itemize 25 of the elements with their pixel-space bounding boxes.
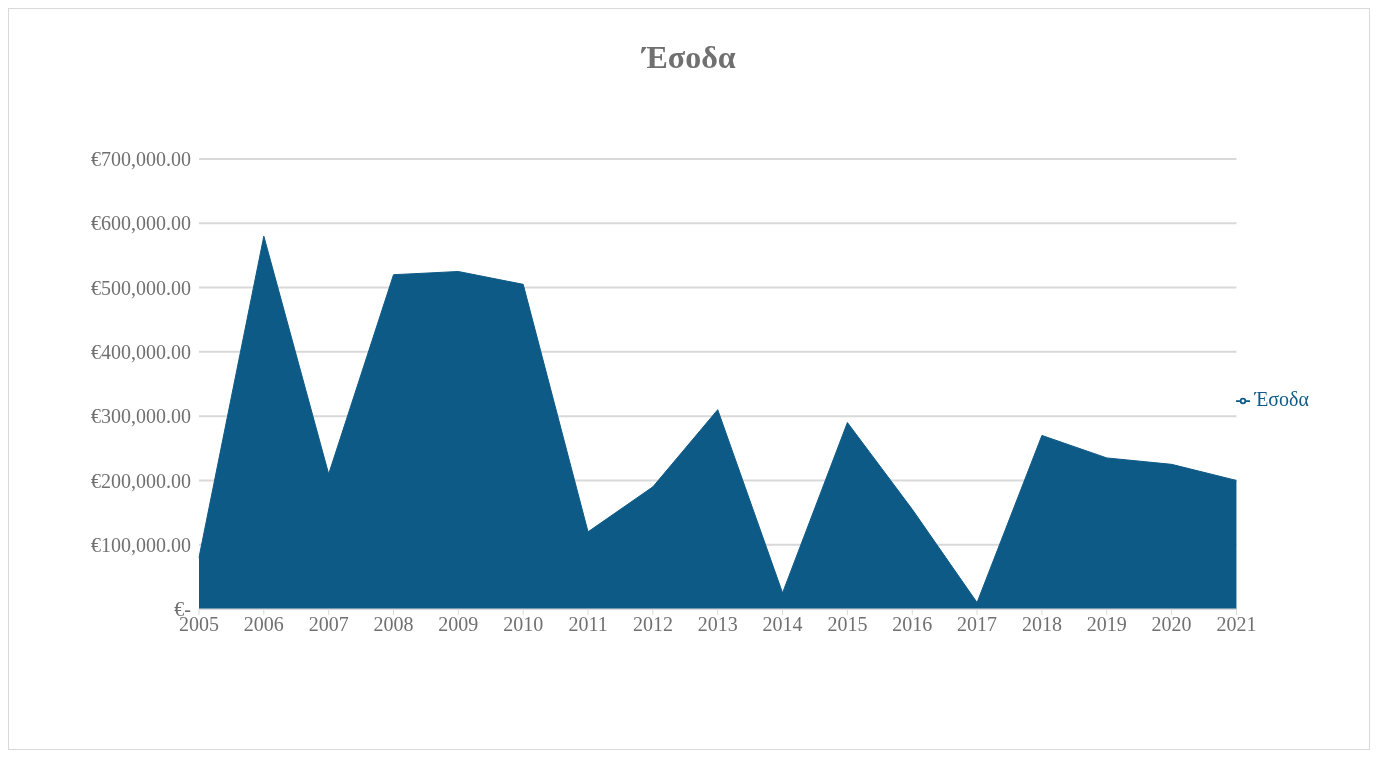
y-tick-label: €100,000.00 <box>91 533 191 556</box>
y-tick-label: €400,000.00 <box>91 340 191 363</box>
y-tick-label: €200,000.00 <box>91 469 191 492</box>
x-tick-label: 2010 <box>503 613 544 636</box>
x-tick-label: 2016 <box>892 613 933 636</box>
x-tick-label: 2015 <box>827 613 868 636</box>
x-tick-label: 2012 <box>632 613 673 636</box>
y-tick-label: €600,000.00 <box>91 212 191 235</box>
x-tick-label: 2006 <box>243 613 284 636</box>
legend-label: Έσοδα <box>1254 387 1309 410</box>
x-tick-label: 2020 <box>1151 613 1192 636</box>
chart-title: Έσοδα <box>640 38 737 77</box>
x-tick-label: 2008 <box>373 613 414 636</box>
x-tick-label: 2014 <box>762 613 803 636</box>
x-tick-label: 2009 <box>438 613 479 636</box>
y-tick-label: €700,000.00 <box>91 148 191 171</box>
x-tick-label: 2007 <box>308 613 349 636</box>
x-tick-label: 2017 <box>957 613 998 636</box>
x-tick-label: 2013 <box>697 613 738 636</box>
x-tick-label: 2011 <box>568 613 608 636</box>
x-tick-label: 2021 <box>1216 613 1257 636</box>
x-tick-label: 2018 <box>1021 613 1062 636</box>
y-tick-label: €300,000.00 <box>91 405 191 428</box>
y-tick-label: €500,000.00 <box>91 276 191 299</box>
x-tick-label: 2019 <box>1086 613 1127 636</box>
